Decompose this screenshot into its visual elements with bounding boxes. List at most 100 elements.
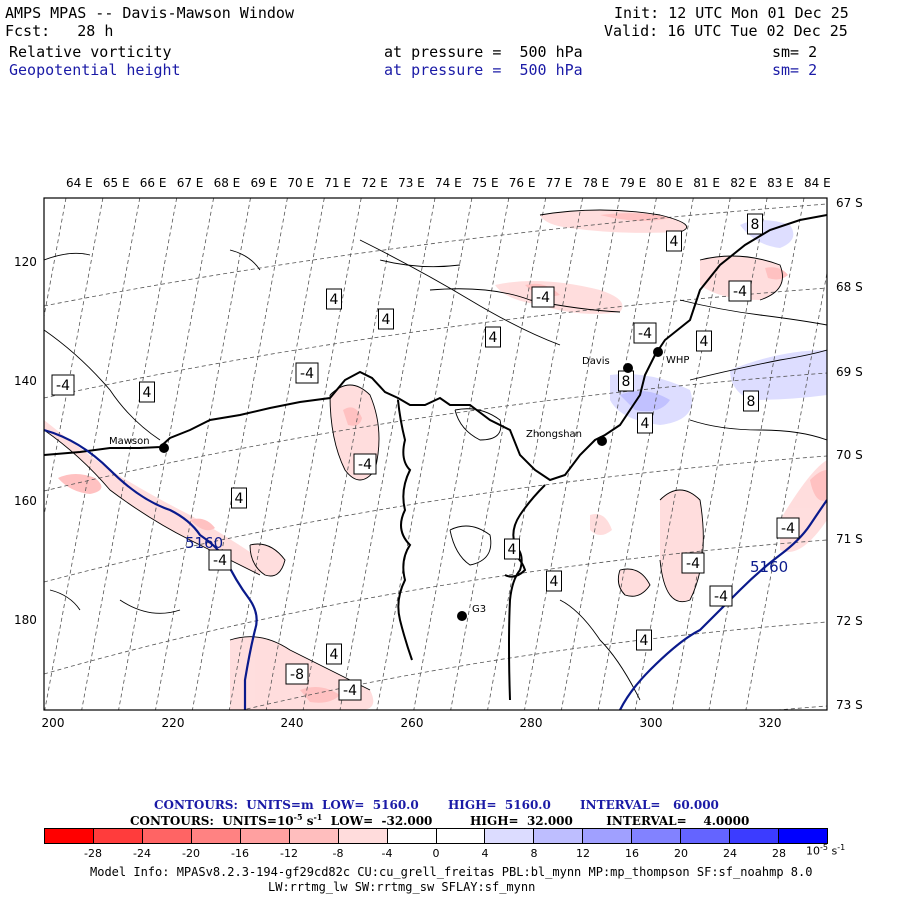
meridian-line: [44, 198, 67, 319]
colorbar-swatch: [387, 829, 437, 843]
longitude-label: 72 E: [361, 176, 388, 190]
longitude-label: 66 E: [139, 176, 167, 190]
vorticity-contour-info: CONTOURS: UNITS=10-5 s-1 LOW= -32.000 HI…: [130, 812, 749, 828]
colorbar-label: -12: [280, 847, 298, 860]
longitude-label: 79 E: [619, 176, 647, 190]
vorticity-label-box: [776, 517, 800, 539]
vorticity-label-box: [51, 374, 75, 396]
colorbar-swatch: [191, 829, 241, 843]
vorticity-label-box: [485, 326, 501, 348]
height-contour-info: CONTOURS: UNITS=m LOW= 5160.0 HIGH= 5160…: [154, 798, 719, 812]
colorbar-label: 20: [674, 847, 688, 860]
meridian-line: [708, 198, 805, 710]
colorbar-swatch: [583, 829, 633, 843]
parallel-line: [240, 621, 827, 710]
station-label: Mawson: [109, 436, 150, 447]
latitude-label: 69 S: [836, 365, 863, 379]
longitude-label: 73 E: [398, 176, 425, 190]
vorticity-label: -4: [358, 457, 372, 473]
field1-level: at pressure = 500 hPa: [384, 43, 583, 61]
vorticity-label: -4: [343, 683, 357, 699]
coastline: [44, 214, 827, 701]
colorbar-swatch: [240, 829, 290, 843]
height-contour-5160: [44, 428, 827, 710]
meridian-line: [339, 198, 436, 710]
colorbar-swatch: [45, 829, 94, 843]
colorbar-label: 4: [481, 847, 489, 860]
colorbar-swatch: [142, 829, 192, 843]
vorticity-label: 4: [641, 416, 650, 432]
station-marker: [159, 443, 169, 453]
colorbar-label: -24: [133, 847, 151, 860]
longitude-label: 74 E: [435, 176, 462, 190]
vorticity-label: 8: [622, 374, 631, 390]
station-marker: [457, 611, 467, 621]
meridian-line: [192, 198, 288, 710]
vorticity-label: 8: [747, 394, 756, 410]
field1-smoothing: sm= 2: [772, 43, 818, 61]
vorticity-label: -4: [781, 521, 795, 537]
station-marker: [597, 436, 607, 446]
stations: Mawson Davis WHP Zhongshan G3: [109, 347, 689, 621]
vorticity-label-box: [531, 286, 555, 308]
colorbar-swatch: [779, 829, 827, 843]
station-label: G3: [472, 604, 486, 615]
colorbar-label: 8: [530, 847, 538, 860]
latitude-label: 71 S: [836, 532, 863, 546]
vorticity-label-box: [696, 330, 712, 352]
station-g3: G3: [457, 604, 486, 621]
meridian-line: [302, 198, 399, 710]
forecast-hour: Fcst: 28 h: [5, 22, 114, 40]
field2-smoothing: sm= 2: [772, 61, 818, 79]
vorticity-label-box: [326, 643, 342, 665]
model-info-line1: Model Info: MPASv8.2.3-194-gf29cd82c CU:…: [90, 865, 813, 879]
latitude-label: 70 S: [836, 448, 863, 462]
vorticity-label: -4: [714, 589, 728, 605]
vorticity-label-box: [326, 288, 342, 310]
vorticity-label-box: [709, 585, 733, 607]
longitude-label: 77 E: [545, 176, 573, 190]
station-label: WHP: [666, 355, 689, 366]
longitude-label: 83 E: [767, 176, 794, 190]
parallel-line: [44, 372, 827, 492]
vorticity-label-box: [743, 390, 759, 412]
vorticity-label-box: [504, 538, 520, 560]
vorticity-label: 8: [751, 217, 760, 233]
vorticity-label: 4: [508, 542, 517, 558]
colorbar-units: 10-5 s-1: [806, 843, 845, 858]
contour-units-label: CONTOURS: UNITS=10: [130, 814, 294, 828]
latitude-label: 72 S: [836, 614, 863, 628]
meridian-line: [81, 198, 178, 710]
colorbar-swatch: [289, 829, 339, 843]
vorticity-label-box: [231, 487, 247, 509]
longitude-label: 76 E: [508, 176, 536, 190]
plot-title: AMPS MPAS -- Davis-Mawson Window: [5, 4, 294, 22]
colorbar-label: -4: [381, 847, 393, 860]
station-marker: [653, 347, 663, 357]
model-info-line2: LW:rrtmg_lw SW:rrtmg_sw SFLAY:sf_mynn: [268, 880, 536, 894]
station-davis: Davis: [582, 356, 633, 373]
x-tick-label: 200: [41, 716, 65, 730]
colorbar-swatch: [436, 829, 486, 843]
colorbar-label: -16: [231, 847, 249, 860]
vorticity-label: 4: [330, 647, 339, 663]
meridian-line: [450, 198, 547, 710]
vorticity-label-box: [139, 381, 155, 403]
vorticity-label-box: [338, 679, 362, 701]
y-tick-label: 140: [14, 374, 37, 388]
colorbar-swatch: [93, 829, 143, 843]
plot-frame: [43, 197, 828, 711]
station-marker: [623, 363, 633, 373]
longitude-label: 67 E: [176, 176, 204, 190]
longitude-label: 82 E: [730, 176, 757, 190]
colorbar-label: -28: [84, 847, 102, 860]
longitude-label: 65 E: [102, 176, 130, 190]
vorticity-label: 4: [330, 292, 339, 308]
vorticity-label: 4: [700, 334, 709, 350]
colorbar: [44, 828, 828, 844]
vorticity-label-box: [728, 280, 752, 302]
contour-range: LOW= -32.000 HIGH= 32.000 INTERVAL= 4.00…: [322, 814, 750, 828]
meridian-line: [376, 198, 473, 710]
colorbar-swatch: [632, 829, 682, 843]
vorticity-shading: [44, 210, 827, 710]
